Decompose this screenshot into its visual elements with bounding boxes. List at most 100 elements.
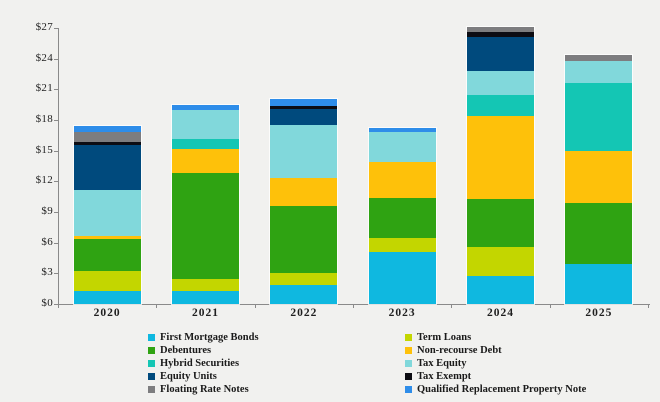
bar-segment-term-loans [368, 237, 436, 252]
x-axis-category-label: 2021 [192, 307, 219, 319]
bar-segment-floating-rate-notes [467, 27, 534, 33]
legend-item-debentures: Debentures [148, 345, 405, 357]
y-axis-tick-label: $18 [35, 113, 53, 125]
x-axis-tick [156, 304, 158, 308]
bar-segment-hybrid-securities [565, 83, 633, 151]
y-axis-tick-label: $27 [35, 21, 53, 33]
y-axis-tick-label: $0 [41, 297, 53, 309]
bar-segment-equity-units [270, 108, 338, 126]
legend-swatch-icon [148, 360, 155, 368]
bar-2025 [565, 54, 633, 304]
y-axis-tick [54, 58, 58, 60]
x-axis-tick [451, 304, 453, 308]
legend-item-hybrid-securities: Hybrid Securities [148, 358, 405, 370]
y-axis-tick [54, 28, 58, 29]
legend-item-equity-units: Equity Units [148, 371, 405, 383]
x-axis-tick [58, 304, 59, 308]
x-axis-tick [254, 304, 256, 308]
bar-segment-term-loans [467, 246, 534, 277]
y-axis-tick-label: $15 [35, 143, 53, 156]
y-axis-tick-label: $6 [41, 235, 53, 248]
legend: First Mortgage Bonds Term Loans Debentures… [148, 332, 586, 396]
y-axis-tick [54, 304, 58, 305]
x-axis-tick [648, 304, 649, 308]
legend-item-label: Term Loans [417, 332, 472, 344]
y-axis-tick-label: $3 [41, 266, 53, 279]
bar-segment-term-loans [73, 271, 141, 291]
bar-segment-equity-units [467, 37, 534, 71]
legend-swatch-icon [148, 334, 155, 342]
legend-swatch-icon [405, 373, 412, 381]
legend-item-tax-equity: Tax Equity [405, 358, 586, 370]
bar-segment-non-recourse-debt [270, 178, 338, 206]
y-axis-line [58, 28, 59, 304]
bar-segment-debentures [467, 198, 534, 247]
bar-segment-first-mortgage-bonds [368, 251, 436, 304]
bar-segment-first-mortgage-bonds [467, 276, 534, 304]
y-axis-tick [54, 181, 58, 183]
x-axis-category-label: 2025 [585, 307, 613, 319]
bar-segment-first-mortgage-bonds [270, 284, 338, 304]
bar-segment-floating-rate-notes [73, 131, 141, 142]
bar-segment-tax-equity [270, 125, 338, 179]
y-axis-tick-label: $24 [35, 51, 53, 64]
y-axis-tick-label: $9 [41, 205, 53, 217]
legend-item-tax-exempt: Tax Exempt [405, 371, 586, 383]
bar-2020 [73, 125, 141, 304]
bar-segment-term-loans [172, 279, 239, 291]
legend-item-non-recourse-debt: Non-recourse Debt [405, 345, 586, 357]
bar-segment-tax-equity [565, 60, 633, 84]
legend-item-term-loans: Term Loans [405, 332, 586, 344]
legend-item-label: Qualified Replacement Property Note [417, 384, 587, 396]
bar-segment-term-loans [270, 273, 338, 285]
legend-item-qualified-replacement-property-note: Qualified Replacement Property Note [405, 384, 586, 396]
bar-segment-qualified-replacement-property-note [270, 99, 338, 107]
legend-item-label: Floating Rate Notes [160, 384, 249, 396]
bar-segment-qualified-replacement-property-note [73, 125, 141, 132]
bar-segment-non-recourse-debt [172, 148, 239, 174]
legend-item-floating-rate-notes: Floating Rate Notes [148, 384, 405, 396]
bar-segment-non-recourse-debt [565, 150, 633, 203]
bar-segment-non-recourse-debt [73, 235, 141, 239]
legend-item-label: Non-recourse Debt [417, 345, 502, 357]
legend-item-label: Tax Exempt [417, 371, 472, 383]
y-axis-tick [54, 273, 58, 275]
bar-segment-tax-exempt [270, 106, 338, 109]
y-axis-tick [54, 150, 58, 152]
bar-segment-floating-rate-notes [565, 54, 633, 61]
y-axis-tick [54, 89, 58, 91]
bar-segment-debentures [368, 197, 436, 238]
bar-segment-tax-exempt [73, 142, 141, 145]
bar-segment-tax-equity [73, 189, 141, 236]
y-axis-tick [54, 212, 58, 213]
bar-segment-hybrid-securities [172, 139, 239, 149]
bar-segment-non-recourse-debt [368, 161, 436, 198]
legend-swatch-icon [148, 347, 155, 355]
x-axis-category-label: 2024 [487, 307, 514, 319]
legend-item-label: Equity Units [160, 371, 217, 383]
x-axis-category-label: 2022 [290, 307, 318, 319]
legend-item-label: Hybrid Securities [160, 358, 240, 370]
x-axis-category-label: 2023 [388, 307, 416, 319]
legend-item-label: Tax Equity [417, 358, 467, 370]
bar-2024 [467, 27, 534, 304]
bar-segment-first-mortgage-bonds [73, 290, 141, 304]
bar-2023 [368, 128, 436, 304]
bar-segment-first-mortgage-bonds [565, 264, 633, 304]
bar-segment-debentures [172, 173, 239, 280]
bar-segment-debentures [565, 202, 633, 265]
bar-segment-qualified-replacement-property-note [368, 128, 436, 133]
bar-segment-tax-equity [467, 70, 534, 96]
y-axis-tick [54, 120, 58, 121]
legend-swatch-icon [405, 386, 412, 394]
x-axis-category-label: 2020 [93, 307, 121, 319]
x-axis-tick [353, 304, 354, 308]
legend-swatch-icon [148, 373, 155, 381]
y-axis-tick-label: $12 [35, 174, 53, 187]
legend-item-label: First Mortgage Bonds [160, 332, 259, 344]
bar-segment-qualified-replacement-property-note [172, 105, 239, 110]
bar-segment-debentures [73, 238, 141, 272]
bar-segment-equity-units [73, 144, 141, 190]
bar-segment-tax-equity [172, 109, 239, 140]
